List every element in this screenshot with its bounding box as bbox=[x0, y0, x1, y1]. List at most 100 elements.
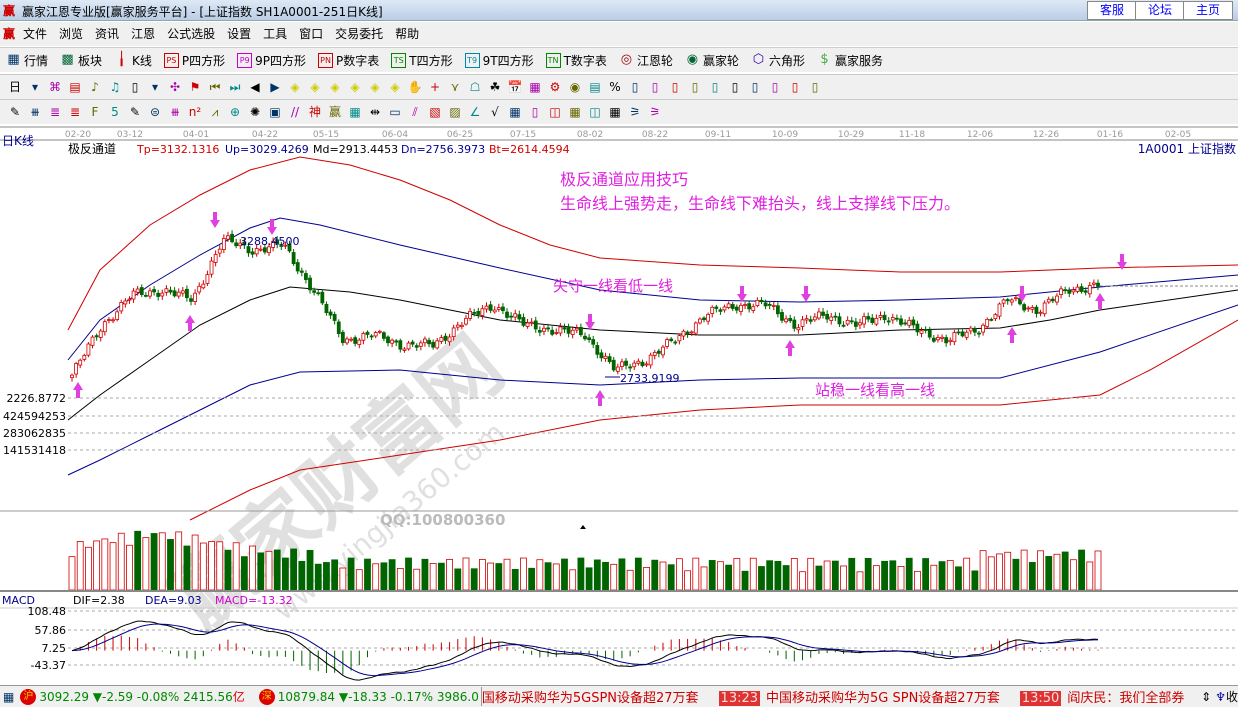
scroll-spinner[interactable]: ⇕ bbox=[1201, 689, 1212, 704]
tool-icon-1[interactable]: ▾ bbox=[31, 80, 39, 94]
toolbar-button-3[interactable]: PS P四方形 bbox=[163, 52, 225, 69]
toolbar-button-11[interactable]: ⬡ 六角形 bbox=[751, 52, 805, 69]
tool-icon-8[interactable]: ✣ bbox=[169, 80, 181, 94]
tool-icon-34[interactable]: ▯ bbox=[691, 80, 699, 94]
tool-icon-4[interactable]: F bbox=[91, 105, 99, 119]
tool-icon-6[interactable]: ▯ bbox=[131, 80, 139, 94]
tool-icon-18[interactable]: ⇹ bbox=[369, 105, 381, 119]
menu-item-2[interactable]: 资讯 bbox=[95, 27, 120, 41]
tool-icon-14[interactable]: ◈ bbox=[290, 80, 300, 94]
tool-icon-37[interactable]: ▯ bbox=[751, 80, 759, 94]
tool-icon-36[interactable]: ▯ bbox=[731, 80, 739, 94]
menu-item-9[interactable]: 帮助 bbox=[395, 27, 420, 41]
tool-icon-39[interactable]: ▯ bbox=[791, 80, 799, 94]
tool-icon-24[interactable]: √ bbox=[491, 105, 499, 119]
tool-icon-16[interactable]: 赢 bbox=[328, 105, 341, 119]
tool-icon-15[interactable]: ◈ bbox=[310, 80, 320, 94]
tool-icon-7[interactable]: ▾ bbox=[151, 80, 159, 94]
tool-icon-26[interactable]: ▯ bbox=[531, 105, 539, 119]
tool-icon-38[interactable]: ▯ bbox=[771, 80, 779, 94]
toolbar-button-12[interactable]: $ 赢家服务 bbox=[817, 52, 883, 69]
tool-icon-14[interactable]: // bbox=[290, 105, 300, 119]
tool-icon-20[interactable]: ✋ bbox=[407, 80, 423, 94]
tool-icon-32[interactable]: ⚞ bbox=[649, 105, 661, 119]
tool-icon-32[interactable]: ▯ bbox=[651, 80, 659, 94]
toolbar-button-1[interactable]: ▩ 板块 bbox=[60, 52, 102, 69]
toolbar-button-2[interactable]: ╽ K线 bbox=[114, 52, 152, 69]
tool-icon-23[interactable]: ☖ bbox=[469, 80, 481, 94]
tool-icon-5[interactable]: 5 bbox=[111, 105, 119, 119]
toolbar-button-0[interactable]: ▦ 行情 bbox=[6, 52, 48, 69]
tool-icon-1[interactable]: ⧻ bbox=[29, 105, 41, 119]
tool-icon-22[interactable]: ▨ bbox=[449, 105, 461, 119]
menu-item-3[interactable]: 江恩 bbox=[131, 27, 156, 41]
news-item[interactable]: 国移动采购华为5GSPN设备超27万套 bbox=[481, 691, 699, 706]
tool-icon-10[interactable]: ⩘ bbox=[211, 105, 219, 119]
tool-icon-2[interactable]: ≣ bbox=[49, 105, 61, 119]
tool-icon-12[interactable]: ✺ bbox=[249, 105, 261, 119]
tool-icon-6[interactable]: ✎ bbox=[129, 105, 141, 119]
kline-chart[interactable]: 02-20 03-12 04-01 04-22 05-15 06-04 06-25 07-15… bbox=[0, 125, 1238, 685]
tool-icon-13[interactable]: ▣ bbox=[269, 105, 281, 119]
tool-icon-26[interactable]: ▦ bbox=[529, 80, 541, 94]
menu-item-8[interactable]: 交易委托 bbox=[335, 27, 384, 41]
toolbar-button-9[interactable]: ◎ 江恩轮 bbox=[619, 52, 673, 69]
quote-table-icon[interactable]: ▦ bbox=[3, 689, 15, 704]
tool-icon-15[interactable]: 神 bbox=[308, 105, 321, 119]
tool-icon-8[interactable]: ⧻ bbox=[169, 105, 181, 119]
menu-item-7[interactable]: 窗口 bbox=[299, 27, 324, 41]
tool-icon-25[interactable]: ▦ bbox=[509, 105, 521, 119]
customer-service-button[interactable]: 客服 bbox=[1087, 1, 1137, 20]
home-button[interactable]: 主页 bbox=[1183, 1, 1233, 20]
tool-icon-23[interactable]: ∠ bbox=[469, 105, 481, 119]
menu-item-6[interactable]: 工具 bbox=[263, 27, 288, 41]
tool-icon-31[interactable]: ▯ bbox=[631, 80, 639, 94]
tool-icon-28[interactable]: ◉ bbox=[569, 80, 581, 94]
tool-icon-13[interactable]: ▶ bbox=[270, 80, 280, 94]
toolbar-button-6[interactable]: TS T四方形 bbox=[391, 52, 453, 69]
tool-icon-27[interactable]: ⚙ bbox=[549, 80, 561, 94]
tool-icon-30[interactable]: % bbox=[609, 80, 621, 94]
toolbar-button-7[interactable]: T9 9T四方形 bbox=[464, 52, 534, 69]
news-ticker[interactable]: 国移动采购华为5GSPN设备超27万套 13:23 中国移动采购华为5G SPN设备… bbox=[480, 687, 1197, 706]
tool-icon-27[interactable]: ◫ bbox=[549, 105, 561, 119]
toolbar-button-8[interactable]: TN T数字表 bbox=[545, 52, 607, 69]
tool-icon-29[interactable]: ▤ bbox=[589, 80, 601, 94]
tool-icon-40[interactable]: ▯ bbox=[811, 80, 819, 94]
tool-icon-21[interactable]: ▧ bbox=[429, 105, 441, 119]
tool-icon-30[interactable]: ▦ bbox=[609, 105, 621, 119]
tool-icon-28[interactable]: ▦ bbox=[569, 105, 581, 119]
tool-icon-10[interactable]: ⏮ bbox=[209, 80, 221, 94]
toolbar-button-4[interactable]: P9 9P四方形 bbox=[237, 52, 306, 69]
tool-icon-2[interactable]: ⌘ bbox=[49, 80, 61, 94]
tool-icon-19[interactable]: ▭ bbox=[389, 105, 401, 119]
tool-icon-20[interactable]: ⫽ bbox=[412, 105, 418, 119]
menu-item-4[interactable]: 公式选股 bbox=[167, 27, 216, 41]
tool-icon-33[interactable]: ▯ bbox=[671, 80, 679, 94]
tool-icon-9[interactable]: n² bbox=[188, 105, 202, 119]
news-item[interactable]: 阎庆民：我们全部券 bbox=[1067, 691, 1185, 706]
tool-icon-16[interactable]: ◈ bbox=[330, 80, 340, 94]
tool-icon-11[interactable]: ⊕ bbox=[229, 105, 241, 119]
tool-icon-29[interactable]: ◫ bbox=[589, 105, 601, 119]
tool-icon-22[interactable]: ⋎ bbox=[450, 80, 460, 94]
tool-icon-0[interactable]: ✎ bbox=[9, 105, 21, 119]
tool-icon-12[interactable]: ◀ bbox=[250, 80, 260, 94]
tool-icon-0[interactable]: 日 bbox=[8, 80, 21, 94]
tool-icon-7[interactable]: ⊜ bbox=[149, 105, 161, 119]
tool-icon-19[interactable]: ◈ bbox=[390, 80, 400, 94]
tool-icon-25[interactable]: 📅 bbox=[507, 80, 523, 94]
shenzhen-index[interactable]: 10879.84 ▼-18.33 -0.17% 3986.0 bbox=[277, 689, 479, 704]
menu-item-1[interactable]: 浏览 bbox=[59, 27, 84, 41]
menu-item-0[interactable]: 文件 bbox=[23, 27, 48, 41]
news-item[interactable]: 中国移动采购华为5G SPN设备超27万套 bbox=[766, 691, 1000, 706]
tool-icon-9[interactable]: ⚑ bbox=[189, 80, 201, 94]
tool-icon-4[interactable]: ♪ bbox=[91, 80, 99, 94]
tool-icon-3[interactable]: ▤ bbox=[69, 80, 81, 94]
tool-icon-3[interactable]: ≣ bbox=[69, 105, 81, 119]
tool-icon-18[interactable]: ◈ bbox=[370, 80, 380, 94]
tool-icon-21[interactable]: + bbox=[429, 80, 441, 94]
tool-icon-5[interactable]: ♫ bbox=[109, 80, 121, 94]
shanghai-index[interactable]: 3092.29 ▼-2.59 -0.08% 2415.56 bbox=[39, 689, 233, 704]
tool-icon-24[interactable]: ☘ bbox=[489, 80, 501, 94]
